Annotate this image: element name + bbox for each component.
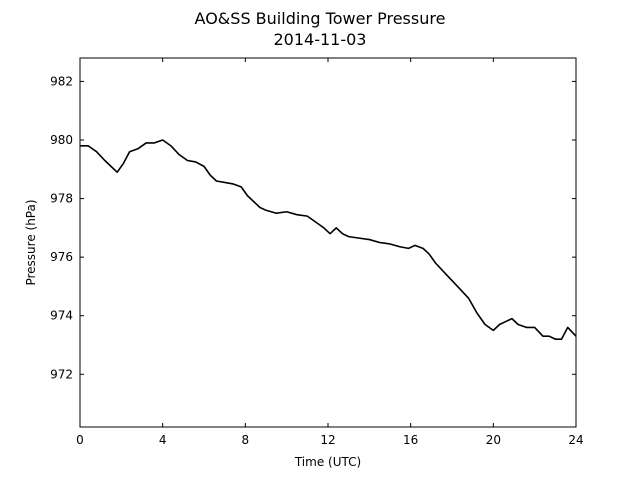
x-axis-label: Time (UTC) [294,455,361,469]
y-tick-label: 982 [50,74,73,88]
y-tick-label: 978 [50,192,73,206]
y-tick-label: 980 [50,133,73,147]
y-axis: 972 974 976 978 980 982 [50,74,576,381]
chart-title: AO&SS Building Tower Pressure [195,9,446,28]
x-tick-label: 0 [76,433,84,447]
x-tick-label: 24 [568,433,583,447]
x-tick-label: 20 [486,433,501,447]
chart-subtitle: 2014-11-03 [274,30,367,49]
y-tick-label: 974 [50,309,73,323]
x-tick-label: 12 [320,433,335,447]
plot-frame [79,57,577,428]
y-tick-label: 972 [50,367,73,381]
x-axis: 0 4 8 12 16 20 24 [76,58,584,447]
x-tick-label: 4 [159,433,167,447]
y-axis-label: Pressure (hPa) [24,199,38,285]
y-tick-label: 976 [50,250,73,264]
x-tick-label: 8 [242,433,250,447]
x-tick-label: 16 [403,433,418,447]
series-line [80,139,577,340]
